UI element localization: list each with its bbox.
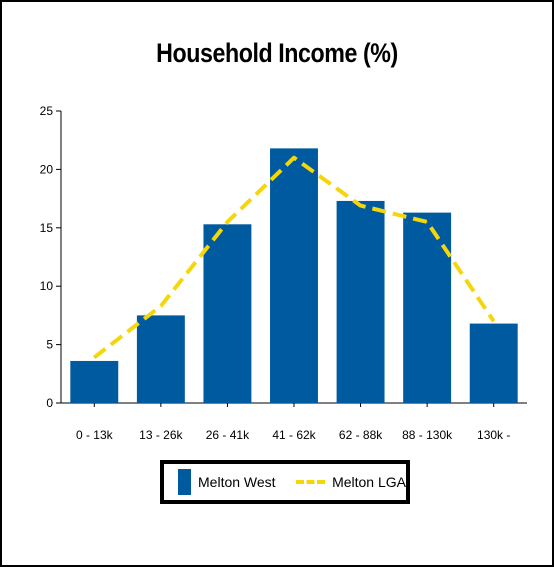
x-tick-label: 62 - 88k xyxy=(339,428,383,442)
y-tick-label: 5 xyxy=(46,338,53,352)
bar-melton-west xyxy=(203,224,252,403)
bar-melton-west xyxy=(469,323,518,403)
x-tick-label: 13 - 26k xyxy=(139,428,183,442)
y-tick-label: 0 xyxy=(46,396,53,410)
y-tick-label: 20 xyxy=(40,162,54,176)
bar-melton-west xyxy=(70,360,119,403)
chart-title: Household Income (%) xyxy=(156,38,398,68)
legend-bar-label: Melton West xyxy=(198,474,276,490)
bar-melton-west xyxy=(270,148,318,403)
y-tick-label: 10 xyxy=(40,279,54,293)
point-melton-lga xyxy=(293,157,295,159)
point-melton-lga xyxy=(493,320,495,322)
x-tick-label: 88 - 130k xyxy=(402,428,453,442)
chart-legend: Melton West Melton LGA xyxy=(160,460,410,504)
point-melton-lga xyxy=(93,356,95,358)
legend-bar-swatch xyxy=(178,469,192,495)
x-tick-label: 26 - 41k xyxy=(206,428,250,442)
bar-melton-west xyxy=(136,315,185,403)
point-melton-lga xyxy=(360,205,362,207)
legend-line-label: Melton LGA xyxy=(332,474,406,490)
y-tick-label: 15 xyxy=(40,221,54,235)
bar-melton-west xyxy=(336,200,385,403)
y-tick-label: 25 xyxy=(40,104,54,118)
x-tick-label: 41 - 62k xyxy=(272,428,316,442)
bar-melton-west xyxy=(403,212,452,403)
legend-line-swatch xyxy=(295,480,326,484)
point-melton-lga xyxy=(160,305,162,307)
x-tick-label: 0 - 13k xyxy=(76,428,114,442)
point-melton-lga xyxy=(426,221,428,223)
point-melton-lga xyxy=(226,221,228,223)
x-tick-label: 130k - xyxy=(477,428,510,442)
